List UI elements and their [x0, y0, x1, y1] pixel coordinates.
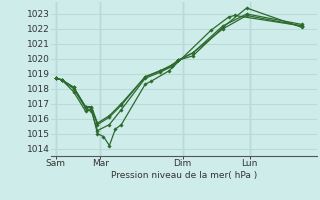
X-axis label: Pression niveau de la mer( hPa ): Pression niveau de la mer( hPa ) — [111, 171, 257, 180]
